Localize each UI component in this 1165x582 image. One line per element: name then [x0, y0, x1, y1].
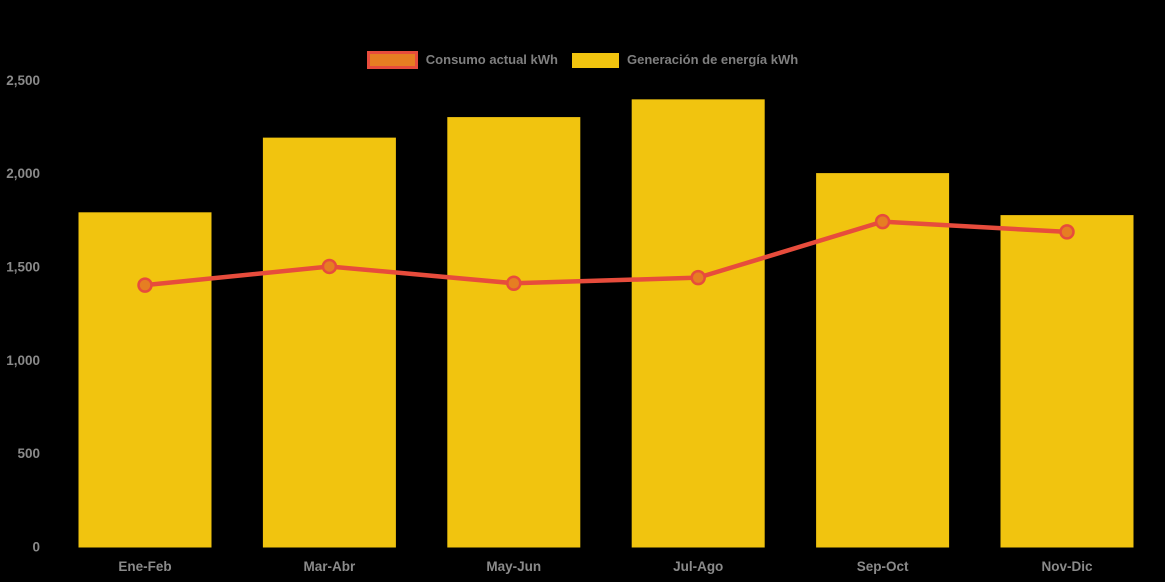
line-point-Ene-Feb[interactable]: [137, 277, 153, 293]
chart-legend: Consumo actual kWh Generación de energía…: [0, 51, 1165, 69]
consumo-legend-label: Consumo actual kWh: [425, 52, 558, 67]
bar-May-Jun[interactable]: [447, 117, 581, 548]
generacion-legend-swatch: [571, 52, 619, 68]
x-label-Nov-Dic: Nov-Dic: [1041, 559, 1092, 574]
y-tick-label-1500: 1,500: [6, 259, 40, 274]
y-tick-label-500: 500: [17, 446, 40, 461]
x-label-Jul-Ago: Jul-Ago: [673, 559, 723, 574]
generacion-legend-label: Generación de energía kWh: [626, 52, 799, 67]
x-label-Ene-Feb: Ene-Feb: [118, 559, 171, 574]
bar-Jul-Ago[interactable]: [631, 99, 765, 548]
x-label-May-Jun: May-Jun: [486, 559, 541, 574]
line-point-Jul-Ago[interactable]: [690, 269, 706, 286]
consumo-legend-swatch: [366, 51, 418, 69]
line-point-Nov-Dic[interactable]: [1059, 224, 1075, 240]
y-tick-label-0: 0: [32, 540, 40, 555]
y-tick-label-2000: 2,000: [6, 166, 40, 181]
x-label-Sep-Oct: Sep-Oct: [857, 559, 909, 574]
y-tick-label-1000: 1,000: [6, 353, 40, 368]
x-label-Mar-Abr: Mar-Abr: [304, 559, 356, 574]
legend-item-consumo[interactable]: Consumo actual kWh: [366, 51, 558, 69]
legend-item-generacion[interactable]: Generación de energía kWh: [571, 51, 799, 69]
bar-Nov-Dic[interactable]: [1000, 215, 1134, 548]
line-point-Mar-Abr[interactable]: [321, 258, 338, 275]
line-point-May-Jun[interactable]: [506, 275, 522, 292]
line-point-Sep-Oct[interactable]: [874, 213, 891, 230]
consumo-line: [142, 219, 1070, 288]
y-tick-label-2500: 2,500: [6, 73, 40, 88]
bar-Ene-Feb[interactable]: [78, 212, 212, 548]
bar-Mar-Abr[interactable]: [262, 137, 396, 548]
